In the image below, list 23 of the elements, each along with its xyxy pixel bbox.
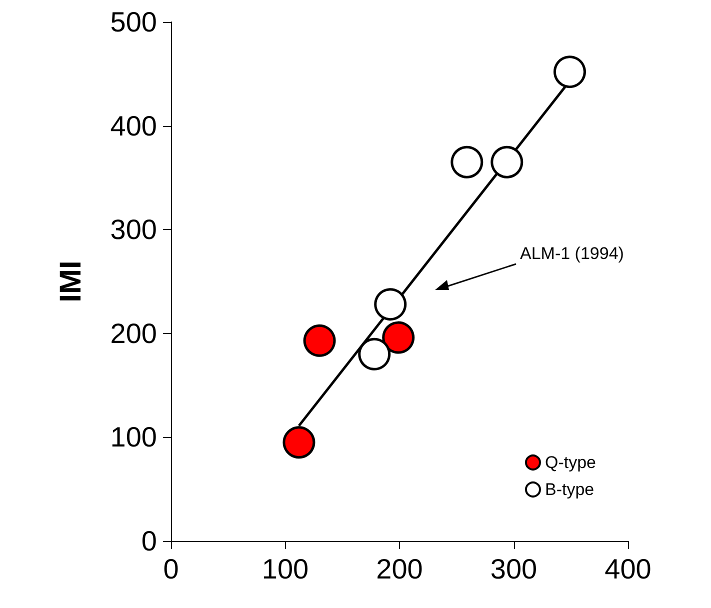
annotation: ALM-1 (1994) (520, 244, 624, 264)
x-tick-label: 300 (490, 554, 538, 584)
point (490, 146, 524, 178)
point (374, 288, 407, 321)
x-tick-label: 200 (376, 554, 423, 584)
y-tick-label: 100 (110, 422, 157, 453)
x-tick-label: 100 (262, 554, 309, 584)
point (282, 426, 316, 459)
legend-label: B-type (544, 480, 594, 499)
y-tick-label: 300 (110, 214, 157, 246)
x-tick-label: 0 (163, 554, 179, 584)
point (358, 338, 391, 370)
y-tick-label: 500 (110, 6, 157, 38)
point (303, 324, 336, 357)
point (554, 56, 586, 88)
y-tick-label: 400 (110, 110, 157, 142)
y-axis-title: IMI (54, 260, 88, 302)
y-tick-label: 0 (141, 526, 157, 556)
legend-label: Q-type (544, 453, 596, 472)
point (450, 146, 484, 178)
point (382, 321, 415, 354)
x-tick-label: 400 (604, 554, 652, 584)
y-tick-label: 200 (110, 318, 157, 349)
